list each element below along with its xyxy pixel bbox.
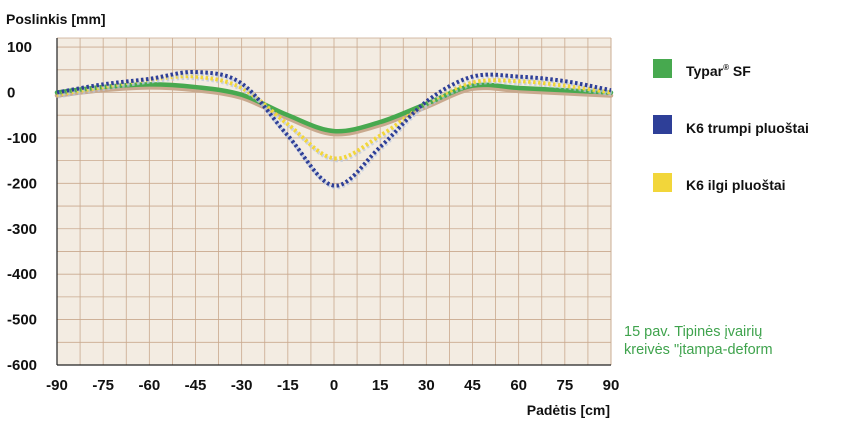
y-tick-label: -600 [7, 357, 37, 374]
legend-swatch-k6-trumpi [653, 115, 672, 134]
y-tick-label: -100 [7, 130, 37, 147]
legend-label-k6-trumpi: K6 trumpi pluoštai [686, 120, 809, 136]
y-tick-label: -300 [7, 221, 37, 238]
x-tick-label: -15 [277, 377, 299, 394]
legend-label-typar: Typar® SF [686, 63, 751, 79]
series-0-shadow [54, 85, 614, 137]
x-tick-label: 60 [510, 377, 527, 394]
series-layer [54, 70, 614, 190]
x-tick-label: -90 [46, 377, 68, 394]
x-tick-label: 75 [556, 377, 573, 394]
x-tick-label: -60 [138, 377, 160, 394]
x-axis-title: Padėtis [cm] [527, 402, 610, 418]
legend-swatch-typar [653, 59, 672, 78]
y-tick-label: -200 [7, 175, 37, 192]
y-tick-label: -400 [7, 266, 37, 283]
x-tick-label: 30 [418, 377, 435, 394]
caption-line-2: kreivės "įtampa-deform [624, 342, 773, 358]
y-tick-label: -500 [7, 312, 37, 329]
legend-label-k6-ilgi: K6 ilgi pluoštai [686, 177, 786, 193]
y-axis-title: Poslinkis [mm] [6, 11, 106, 27]
legend: Typar® SF K6 trumpi pluoštai K6 ilgi plu… [653, 59, 809, 193]
x-tick-label: 45 [464, 377, 481, 394]
x-tick-label: -75 [92, 377, 114, 394]
x-tick-label: -45 [185, 377, 207, 394]
x-tick-label: 15 [372, 377, 389, 394]
y-tick-label: 0 [7, 85, 15, 102]
legend-swatch-k6-ilgi [653, 173, 672, 192]
y-tick-labels: 100 0 -100 -200 -300 -400 -500 -600 [7, 39, 37, 374]
caption-line-1: 15 pav. Tipinės įvairių [624, 324, 762, 340]
series-1-shadow [57, 72, 613, 190]
x-tick-label: -30 [231, 377, 253, 394]
x-tick-label: 0 [330, 377, 338, 394]
y-tick-label: 100 [7, 39, 32, 56]
x-tick-labels: -90 -75 -60 -45 -30 -15 0 15 30 45 60 75 90 [46, 377, 619, 394]
x-tick-label: 90 [603, 377, 620, 394]
